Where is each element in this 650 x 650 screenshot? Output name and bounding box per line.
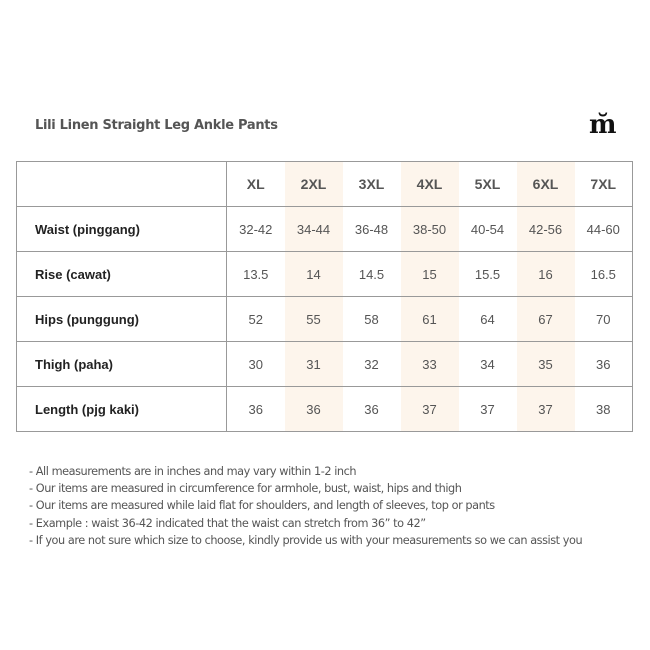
row-label: Thigh (paha)	[16, 341, 227, 387]
size-header: 7XL	[574, 161, 633, 207]
measurement-cell: 67	[516, 296, 575, 342]
measurement-cell: 15.5	[458, 251, 517, 297]
brand-logo: m̆	[589, 110, 617, 140]
size-chart-table: XL 2XL 3XL 4XL 5XL 6XL 7XL Waist (pinggang) 32-…	[16, 161, 633, 432]
measurement-cell: 36	[342, 386, 401, 432]
measurement-cell: 37	[458, 386, 517, 432]
table-row: Length (pjg kaki) 36 36 36 37 37 37 38	[16, 386, 633, 432]
measurement-cell: 15	[400, 251, 459, 297]
page-title: Lili Linen Straight Leg Ankle Pants	[35, 118, 278, 133]
measurement-cell: 37	[516, 386, 575, 432]
size-header: 6XL	[516, 161, 575, 207]
measurement-cell: 52	[226, 296, 285, 342]
measurement-cell: 36	[574, 341, 633, 387]
size-header: XL	[226, 161, 285, 207]
header-row: XL 2XL 3XL 4XL 5XL 6XL 7XL	[16, 161, 633, 207]
measurement-cell: 64	[458, 296, 517, 342]
measurement-cell: 36	[284, 386, 343, 432]
measurement-cell: 55	[284, 296, 343, 342]
measurement-cell: 32	[342, 341, 401, 387]
corner-cell	[16, 161, 227, 207]
table-row: Hips (punggung) 52 55 58 61 64 67 70	[16, 296, 633, 342]
measurement-cell: 42-56	[516, 206, 575, 252]
note-line: - Our items are measured while laid flat…	[29, 499, 495, 513]
note-line: - All measurements are in inches and may…	[29, 465, 357, 478]
measurement-cell: 13.5	[226, 251, 285, 297]
table-row: Rise (cawat) 13.5 14 14.5 15 15.5 16 16.5	[16, 251, 633, 297]
measurement-cell: 31	[284, 341, 343, 387]
row-label: Rise (cawat)	[16, 251, 227, 297]
measurement-cell: 70	[574, 296, 633, 342]
measurement-cell: 44-60	[574, 206, 633, 252]
table-row: Waist (pinggang) 32-42 34-44 36-48 38-50 40-5…	[16, 206, 633, 252]
measurement-cell: 61	[400, 296, 459, 342]
measurement-cell: 14.5	[342, 251, 401, 297]
measurement-cell: 58	[342, 296, 401, 342]
row-label: Length (pjg kaki)	[16, 386, 227, 432]
measurement-cell: 36-48	[342, 206, 401, 252]
measurement-cell: 38-50	[400, 206, 459, 252]
measurement-cell: 37	[400, 386, 459, 432]
measurement-cell: 33	[400, 341, 459, 387]
note-line: - Example : waist 36-42 indicated that t…	[29, 516, 426, 530]
size-header: 5XL	[458, 161, 517, 207]
measurement-cell: 38	[574, 386, 633, 432]
measurement-cell: 32-42	[226, 206, 285, 252]
measurement-cell: 35	[516, 341, 575, 387]
row-label: Hips (punggung)	[16, 296, 227, 342]
size-header: 2XL	[284, 161, 343, 207]
measurement-cell: 30	[226, 341, 285, 387]
note-line: - If you are not sure which size to choo…	[29, 533, 583, 547]
measurement-cell: 34	[458, 341, 517, 387]
row-label: Waist (pinggang)	[16, 206, 227, 252]
measurement-cell: 16.5	[574, 251, 633, 297]
size-header: 3XL	[342, 161, 401, 207]
measurement-cell: 14	[284, 251, 343, 297]
measurement-cell: 36	[226, 386, 285, 432]
measurement-cell: 40-54	[458, 206, 517, 252]
table-row: Thigh (paha) 30 31 32 33 34 35 36	[16, 341, 633, 387]
measurement-cell: 34-44	[284, 206, 343, 252]
note-line: - Our items are measured in circumferenc…	[29, 482, 462, 496]
notes: - All measurements are in inches and may…	[29, 463, 583, 549]
size-header: 4XL	[400, 161, 459, 207]
measurement-cell: 16	[516, 251, 575, 297]
